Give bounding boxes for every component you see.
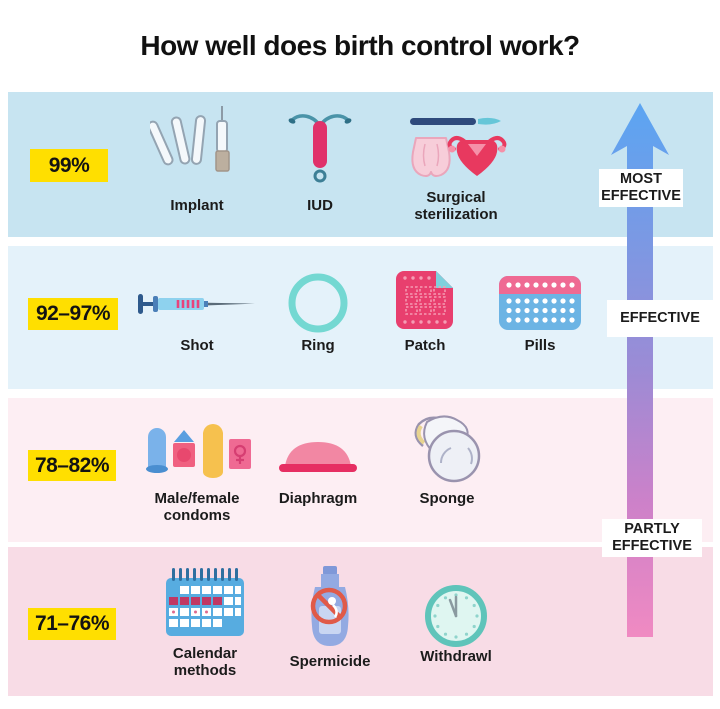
method-label-condoms: Male/female condoms (154, 490, 240, 524)
method-label-shot: Shot (180, 337, 214, 354)
method-label-ring: Ring (301, 337, 335, 354)
percent-badge-78-82: 78–82% (28, 450, 116, 481)
percent-badge-99: 99% (30, 149, 108, 182)
pills-icon (499, 276, 581, 330)
spermicide-icon (310, 566, 349, 646)
band-effective (8, 246, 713, 389)
page-title: How well does birth control work? (140, 30, 580, 61)
iud-icon (288, 114, 352, 183)
band-partly-effective-lower (8, 547, 713, 696)
band-most-effective (8, 92, 713, 237)
partly-effective-label: PARTLY EFFECTIVE (602, 519, 702, 557)
band-partly-effective-upper (8, 398, 713, 542)
sponge-icon (414, 415, 481, 483)
method-label-iud: IUD (307, 197, 333, 214)
condoms-icon (146, 424, 251, 478)
diaphragm-icon (279, 442, 357, 472)
implant-icon (150, 106, 230, 172)
method-label-pills: Pills (524, 337, 556, 354)
method-label-sponge: Sponge (419, 490, 475, 507)
ring-icon (288, 273, 348, 333)
effective-label: EFFECTIVE (607, 300, 713, 337)
shot-icon (138, 294, 256, 314)
patch-icon (396, 271, 453, 329)
method-label-patch: Patch (404, 337, 446, 354)
method-label-spermicide: Spermicide (289, 653, 371, 670)
method-label-calendar-methods: Calendar methods (172, 645, 238, 679)
method-label-surgical-sterilization: Surgical sterilization (414, 189, 498, 223)
withdrawal-clock-icon (425, 585, 487, 647)
method-label-implant: Implant (170, 197, 224, 214)
method-label-diaphragm: Diaphragm (278, 490, 358, 507)
most-effective-label: MOST EFFECTIVE (599, 169, 683, 207)
surgical-sterilization-icon (410, 117, 507, 177)
effectiveness-arrow-icon (611, 103, 669, 637)
percent-badge-71-76: 71–76% (28, 608, 116, 640)
percent-badge-92-97: 92–97% (28, 298, 118, 330)
calendar-icon (166, 568, 244, 636)
method-label-withdrawal: Withdrawl (420, 648, 492, 665)
